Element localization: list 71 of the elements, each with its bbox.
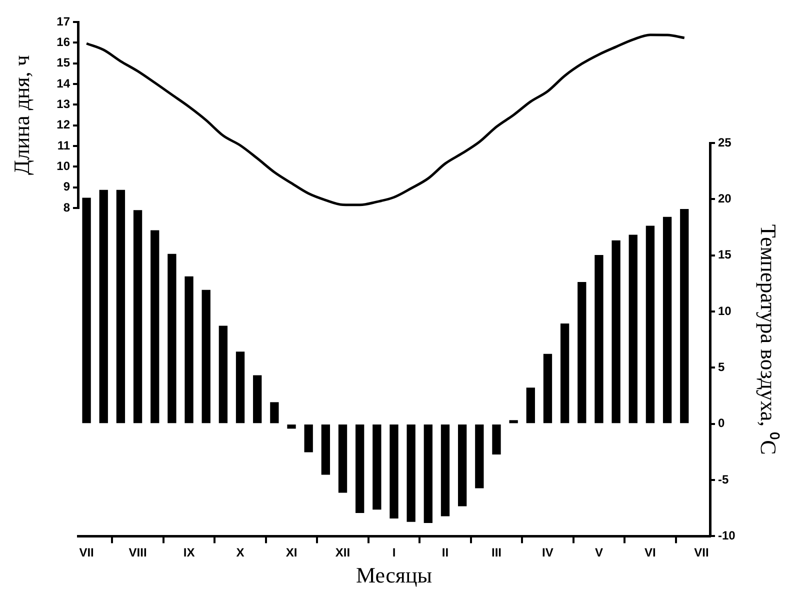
- x-tick-label: II: [442, 546, 449, 560]
- y-tick-label: 10: [56, 158, 70, 173]
- bar: [168, 254, 176, 424]
- y-tick-label: 16: [56, 34, 70, 49]
- y-tick-label: 15: [56, 56, 70, 70]
- y2-tick-label: 25: [718, 135, 732, 150]
- y2-tick-label: 15: [718, 248, 732, 262]
- bar: [338, 424, 348, 493]
- y2-tick-label: 10: [718, 304, 732, 318]
- bar: [560, 324, 570, 424]
- y-tick-label: 12: [56, 118, 70, 132]
- bar: [218, 326, 228, 424]
- x-tick-label: VII: [694, 546, 709, 560]
- bar: [406, 424, 416, 522]
- bar: [526, 388, 535, 424]
- y2-tick-label: 5: [718, 360, 725, 374]
- bar: [372, 424, 382, 510]
- x-tick-label: I: [392, 546, 396, 560]
- y2-tick-label: 20: [718, 191, 732, 206]
- bar: [82, 198, 91, 424]
- x-tick-label: XII: [335, 546, 350, 560]
- x-tick-label: V: [594, 546, 603, 560]
- bar: [509, 420, 518, 424]
- bar: [475, 424, 484, 488]
- bar: [390, 424, 398, 519]
- x-tick-label: VII: [79, 546, 94, 560]
- bar: [287, 424, 296, 429]
- bar: [612, 240, 620, 424]
- bar: [594, 255, 604, 424]
- bar: [99, 190, 108, 424]
- bar: [150, 230, 160, 424]
- x-tick-label: IV: [542, 546, 554, 560]
- bar: [133, 210, 142, 424]
- x-axis-title: Месяцы: [356, 562, 432, 588]
- x-tick-label: X: [236, 546, 244, 560]
- y-tick-label: 8: [63, 200, 70, 214]
- x-tick-label: VI: [644, 546, 656, 560]
- bar: [116, 190, 126, 424]
- x-tick-label: VIII: [128, 546, 147, 560]
- bar: [270, 402, 279, 424]
- bar: [236, 352, 245, 424]
- y2-tick-label: -10: [718, 528, 736, 543]
- y-tick-label: 13: [56, 96, 70, 111]
- bar: [321, 424, 330, 475]
- y2-tick-label: -5: [718, 472, 729, 486]
- x-tick-label: IX: [183, 546, 195, 560]
- y2-tick-label: 0: [718, 416, 725, 430]
- bar: [680, 208, 689, 424]
- bar: [440, 424, 450, 516]
- bar: [253, 375, 262, 424]
- bar: [662, 216, 672, 424]
- bar: [458, 424, 467, 506]
- y2-axis-title: Температура воздуха, ⁰C: [756, 224, 782, 455]
- line-series: [85, 34, 686, 206]
- y-tick-label: 14: [56, 76, 70, 90]
- bar: [424, 424, 432, 524]
- bar: [202, 290, 210, 424]
- bar: [543, 354, 552, 424]
- y-tick-label: 9: [63, 180, 70, 194]
- bar: [356, 424, 364, 513]
- bar: [628, 234, 638, 424]
- bar: [304, 424, 313, 452]
- y-axis-title: Длина дня, ч: [8, 55, 34, 175]
- x-tick-label: III: [491, 546, 502, 560]
- y-tick-label: 17: [56, 14, 70, 28]
- bar: [646, 226, 655, 424]
- bar: [492, 424, 501, 455]
- bar: [578, 282, 586, 424]
- x-tick-label: XI: [286, 546, 298, 560]
- y-tick-label: 11: [57, 138, 70, 152]
- bar: [184, 276, 194, 424]
